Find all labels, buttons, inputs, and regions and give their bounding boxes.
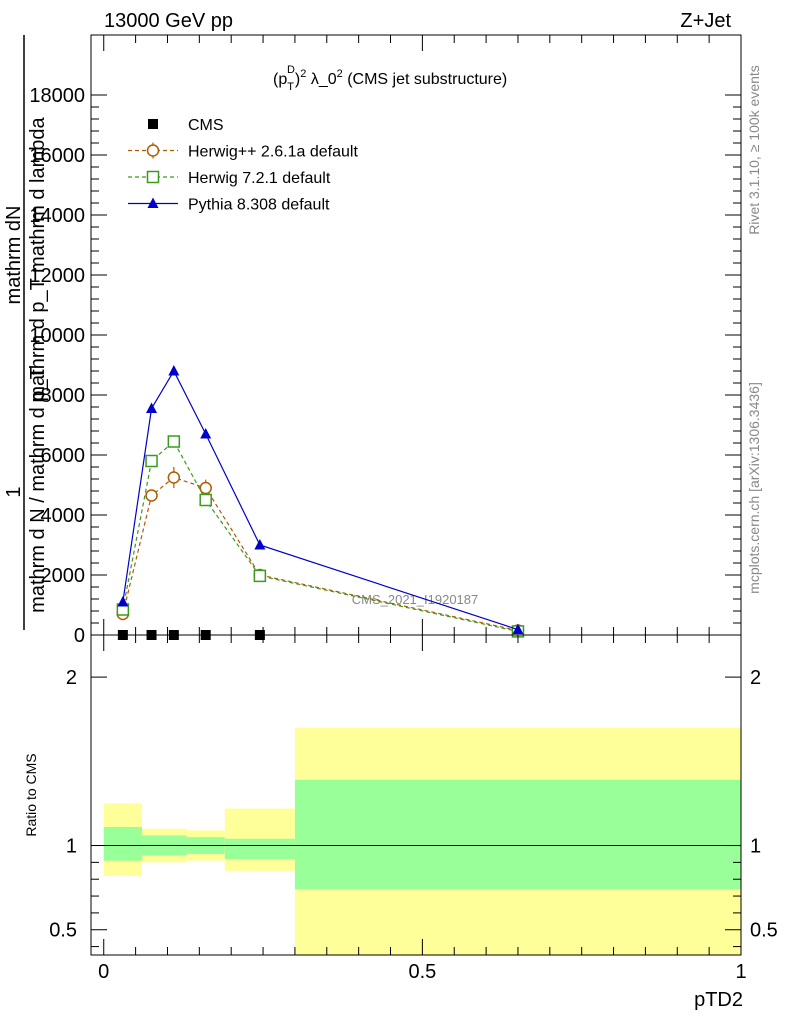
herwig7-point bbox=[145, 454, 158, 468]
x-tick-label: 0.5 bbox=[408, 961, 436, 983]
pythia-point bbox=[147, 197, 159, 208]
ratio-ylabel: Ratio to CMS bbox=[23, 753, 39, 836]
pythia-point bbox=[146, 402, 158, 413]
ratio-panel: 0.5 0.51 12 2 0 0.5 1 Ratio to CMS pTD2 bbox=[23, 634, 778, 1011]
herwig7-point bbox=[146, 170, 160, 184]
ratio-green-band bbox=[224, 838, 295, 859]
ratio-y-tick-label: 1 bbox=[66, 836, 77, 858]
title-sup-2: 2 bbox=[300, 68, 306, 80]
analysis-id: CMS_2021_I1920187 bbox=[352, 592, 479, 607]
main-y-tick-label: 8000 bbox=[41, 385, 86, 407]
pythia-point bbox=[254, 539, 266, 550]
main-y-tick-label: 14000 bbox=[29, 205, 85, 227]
herwig-pp-point bbox=[146, 144, 160, 157]
ylabel-line-3: 1 bbox=[3, 486, 25, 497]
ratio-y-tick-label-right: 1 bbox=[750, 836, 761, 858]
herwig7-point bbox=[253, 569, 267, 583]
energy-label: 13000 GeV pp bbox=[104, 10, 233, 32]
ylabel-line-2: mathrm d p_T mathrm d lambda bbox=[27, 116, 49, 402]
ratio-frame bbox=[90, 634, 742, 956]
title-lambda: λ_0 bbox=[306, 71, 336, 88]
ratio-y-tick-label: 2 bbox=[66, 667, 77, 689]
ratio-bands bbox=[103, 727, 741, 955]
cms-data-point bbox=[148, 119, 158, 129]
herwig-pp-point bbox=[199, 481, 212, 495]
main-y-tick-label: 16000 bbox=[29, 145, 85, 167]
ratio-green-band bbox=[103, 827, 142, 861]
ylabel-line-1: mathrm dN bbox=[3, 206, 25, 305]
main-y-tick-label: 18000 bbox=[29, 85, 85, 107]
x-tick-label: 1 bbox=[735, 961, 746, 983]
herwig-pp-point bbox=[145, 489, 158, 502]
title-sup-D: D bbox=[287, 64, 295, 76]
main-y-tick-label: 12000 bbox=[29, 265, 85, 287]
ratio-green-band bbox=[294, 779, 741, 890]
ratio-x-ticks: 0 0.5 1 bbox=[98, 635, 747, 983]
legend-label: Pythia 8.308 default bbox=[188, 197, 330, 214]
main-panel: 0 2000 4000 6000 8000 10000 12000 14000 16000 180… bbox=[3, 34, 742, 647]
legend: CMS Herwig++ 2.6.1a default Herwig 7.2.1 d… bbox=[128, 117, 358, 214]
ratio-y-tick-label-right: 2 bbox=[750, 667, 761, 689]
title-sub-T: T bbox=[287, 81, 294, 93]
main-y-tick-label: 4000 bbox=[41, 505, 86, 527]
legend-label: CMS bbox=[188, 117, 224, 134]
plot-title: (pTD)2 λ_02 (CMS jet substructure) bbox=[273, 64, 507, 93]
pythia-point bbox=[200, 428, 212, 439]
ratio-y-tick-label-right: 0.5 bbox=[750, 920, 778, 942]
pythia-series bbox=[117, 365, 524, 635]
pythia-point bbox=[117, 596, 129, 607]
main-y-tick-label: 2000 bbox=[41, 565, 86, 587]
ratio-y-tick-label: 0.5 bbox=[49, 920, 77, 942]
pythia-point bbox=[168, 365, 180, 376]
main-y-ticks: 0 2000 4000 6000 8000 10000 12000 14000 16000 180… bbox=[29, 85, 741, 647]
ylabel-line-4: mathrm d N / mathrm d p_T bbox=[27, 367, 49, 613]
herwig-pp-point bbox=[167, 471, 181, 484]
title-close: ) bbox=[295, 71, 300, 88]
x-tick-label: 0 bbox=[98, 961, 109, 983]
rivet-label: Rivet 3.1.10, ≥ 100k events bbox=[746, 65, 762, 235]
x-axis-label: pTD2 bbox=[694, 989, 743, 1011]
main-y-tick-label: 10000 bbox=[29, 325, 85, 347]
process-label: Z+Jet bbox=[680, 10, 731, 32]
pythia-line bbox=[122, 369, 519, 631]
herwig-pp-series bbox=[116, 467, 525, 637]
legend-label: Herwig 7.2.1 default bbox=[188, 170, 331, 187]
ratio-y-ticks: 0.5 0.5 1 1 2 2 bbox=[49, 667, 778, 948]
mcplots-label: mcplots.cern.ch [arXiv:1306.3436] bbox=[746, 382, 762, 594]
herwig7-point bbox=[199, 493, 212, 507]
herwig7-point bbox=[167, 435, 181, 448]
legend-label: Herwig++ 2.6.1a default bbox=[188, 144, 358, 161]
title-rest: (CMS jet substructure) bbox=[343, 71, 507, 88]
title-sup-2b: 2 bbox=[337, 68, 343, 80]
pythia-point bbox=[512, 623, 524, 635]
main-y-tick-label: 6000 bbox=[41, 445, 86, 467]
main-x-ticks bbox=[103, 35, 742, 635]
herwig-pp-line bbox=[122, 476, 519, 632]
title-p: (p bbox=[273, 71, 287, 88]
main-y-tick-label: 0 bbox=[74, 625, 85, 647]
herwig7-line bbox=[122, 440, 519, 632]
